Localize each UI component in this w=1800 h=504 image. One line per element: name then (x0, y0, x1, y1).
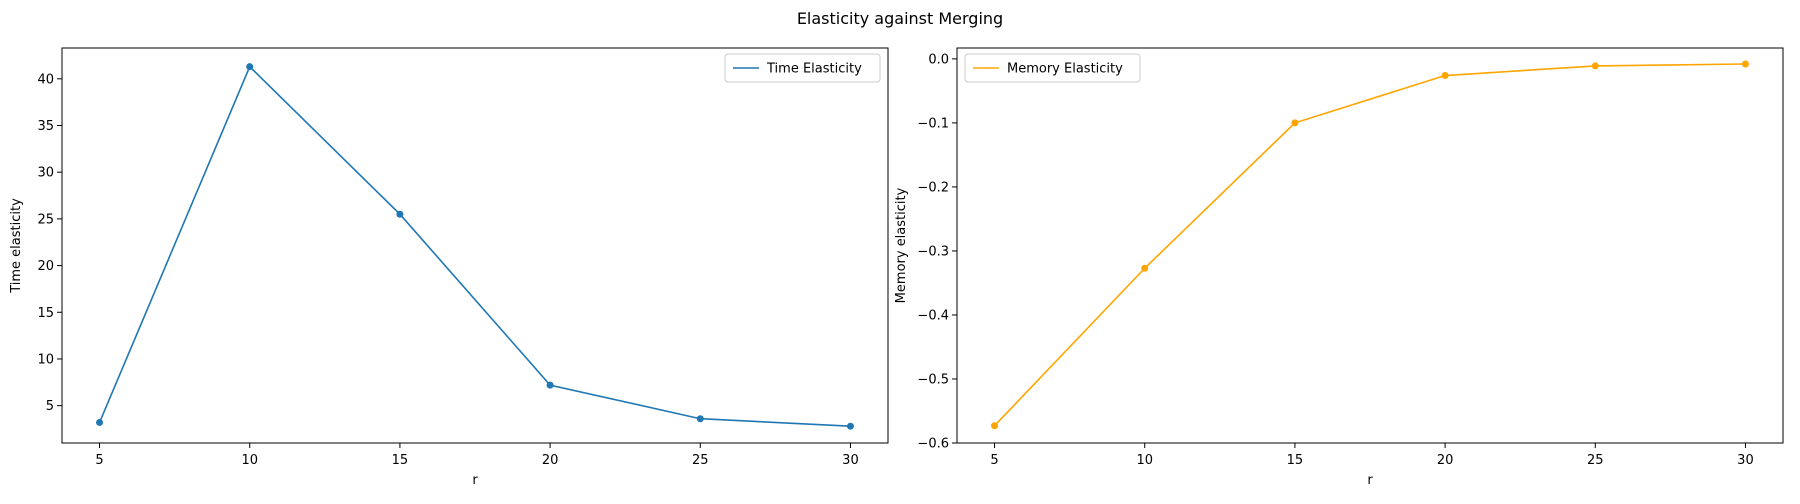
y-tick-label: 35 (37, 119, 54, 134)
series-line (993, 63, 1746, 427)
y-tick-label: 20 (37, 259, 54, 274)
y-tick-label: −0.6 (917, 437, 949, 452)
chart-panel-2: 5 10 15 20 25 30 −0.6 −0.5 −0.4 −0.3 −0.2 −0.1 0.0 r M… (894, 47, 1784, 488)
data-point (96, 418, 104, 426)
x-tick-label: 10 (1136, 453, 1153, 468)
x-tick-label: 20 (542, 453, 559, 468)
x-tick-label: 5 (990, 453, 998, 468)
x-axis-label: r (1367, 473, 1373, 488)
data-point (1291, 119, 1299, 127)
data-point (396, 210, 404, 218)
x-tick-label: 15 (392, 453, 409, 468)
data-point (1441, 72, 1449, 80)
x-tick-label: 15 (1287, 453, 1304, 468)
legend-box (964, 53, 1141, 83)
y-tick-label: 25 (37, 212, 54, 227)
y-tick-label: 30 (37, 166, 54, 181)
x-tick-label: 25 (1587, 453, 1604, 468)
legend: Memory Elasticity (964, 53, 1141, 83)
y-tick-label: −0.5 (917, 372, 949, 387)
data-point (1141, 264, 1149, 272)
data-point (546, 381, 554, 389)
data-point (991, 422, 999, 430)
y-tick-label: −0.2 (917, 180, 949, 195)
legend-label: Memory Elasticity (1007, 62, 1123, 77)
y-tick-label: 10 (37, 352, 54, 367)
data-point (846, 422, 854, 430)
y-tick-label: −0.1 (917, 116, 949, 131)
x-tick-label: 25 (692, 453, 709, 468)
y-tick-label: 5 (46, 399, 54, 414)
data-point (696, 415, 704, 423)
y-axis-label: Memory elasticity (894, 187, 909, 303)
plot-frame (956, 47, 1784, 444)
y-tick-label: −0.3 (917, 244, 949, 259)
series-line (98, 65, 851, 427)
y-tick-label: 40 (37, 72, 54, 87)
data-point (1591, 62, 1599, 70)
y-axis-label: Time elasticity (9, 198, 24, 294)
figure-title: Elasticity against Merging (797, 9, 1003, 28)
y-tick-label: 15 (37, 306, 54, 321)
legend: Time Elasticity (724, 53, 881, 83)
data-point (246, 63, 254, 71)
x-tick-label: 30 (842, 453, 859, 468)
legend-label: Time Elasticity (766, 62, 862, 77)
plot-frame (61, 47, 889, 444)
x-tick-label: 30 (1737, 453, 1754, 468)
x-tick-label: 5 (95, 453, 103, 468)
x-tick-label: 10 (241, 453, 258, 468)
y-tick-label: −0.4 (917, 308, 949, 323)
data-point (1741, 60, 1749, 68)
legend-box (724, 53, 881, 83)
x-tick-label: 20 (1437, 453, 1454, 468)
y-tick-label: 0.0 (928, 52, 949, 67)
chart-panel-1: 5 10 15 20 25 30 5 10 15 20 25 30 35 40 r Time elastici… (9, 47, 889, 488)
x-axis-label: r (472, 473, 478, 488)
